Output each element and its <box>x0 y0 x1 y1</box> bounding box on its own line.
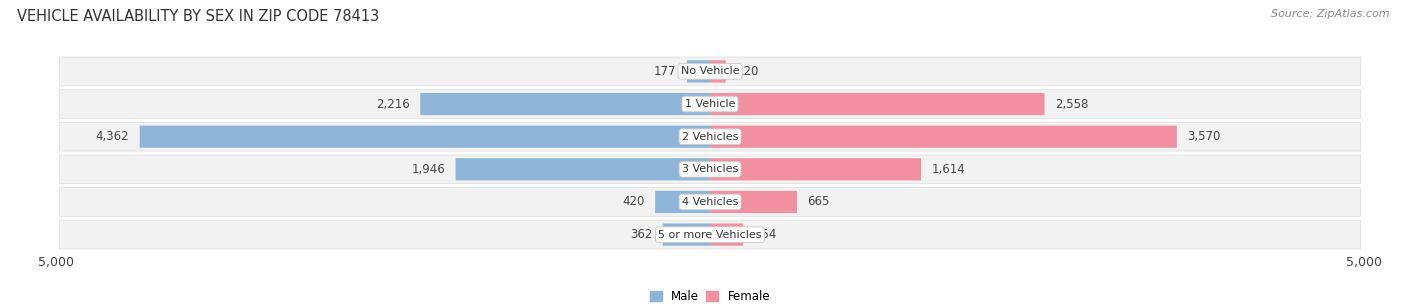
FancyBboxPatch shape <box>139 125 710 148</box>
FancyBboxPatch shape <box>59 57 1361 86</box>
FancyBboxPatch shape <box>710 93 1045 115</box>
FancyBboxPatch shape <box>710 125 1177 148</box>
Legend: Male, Female: Male, Female <box>645 285 775 306</box>
Text: 1,946: 1,946 <box>412 163 446 176</box>
FancyBboxPatch shape <box>662 223 710 246</box>
FancyBboxPatch shape <box>59 220 1361 249</box>
FancyBboxPatch shape <box>710 223 744 246</box>
FancyBboxPatch shape <box>655 191 710 213</box>
FancyBboxPatch shape <box>59 90 1361 118</box>
Text: 4 Vehicles: 4 Vehicles <box>682 197 738 207</box>
Text: 3,570: 3,570 <box>1187 130 1220 143</box>
Text: 4,362: 4,362 <box>96 130 129 143</box>
Text: 2,216: 2,216 <box>375 98 409 110</box>
Text: 2 Vehicles: 2 Vehicles <box>682 132 738 142</box>
Text: Source: ZipAtlas.com: Source: ZipAtlas.com <box>1271 9 1389 19</box>
Text: 362: 362 <box>630 228 652 241</box>
Text: 2,558: 2,558 <box>1054 98 1088 110</box>
FancyBboxPatch shape <box>456 158 710 181</box>
Text: 3 Vehicles: 3 Vehicles <box>682 164 738 174</box>
FancyBboxPatch shape <box>59 155 1361 184</box>
FancyBboxPatch shape <box>59 122 1361 151</box>
FancyBboxPatch shape <box>420 93 710 115</box>
Text: 1,614: 1,614 <box>932 163 966 176</box>
Text: 420: 420 <box>623 196 644 208</box>
Text: 1 Vehicle: 1 Vehicle <box>685 99 735 109</box>
Text: 177: 177 <box>654 65 676 78</box>
Text: No Vehicle: No Vehicle <box>681 66 740 76</box>
Text: 5 or more Vehicles: 5 or more Vehicles <box>658 230 762 240</box>
Text: 665: 665 <box>807 196 830 208</box>
Text: 120: 120 <box>737 65 759 78</box>
FancyBboxPatch shape <box>688 60 710 83</box>
FancyBboxPatch shape <box>710 158 921 181</box>
Text: VEHICLE AVAILABILITY BY SEX IN ZIP CODE 78413: VEHICLE AVAILABILITY BY SEX IN ZIP CODE … <box>17 9 380 24</box>
Text: 254: 254 <box>754 228 776 241</box>
FancyBboxPatch shape <box>710 191 797 213</box>
FancyBboxPatch shape <box>710 60 725 83</box>
FancyBboxPatch shape <box>59 188 1361 216</box>
